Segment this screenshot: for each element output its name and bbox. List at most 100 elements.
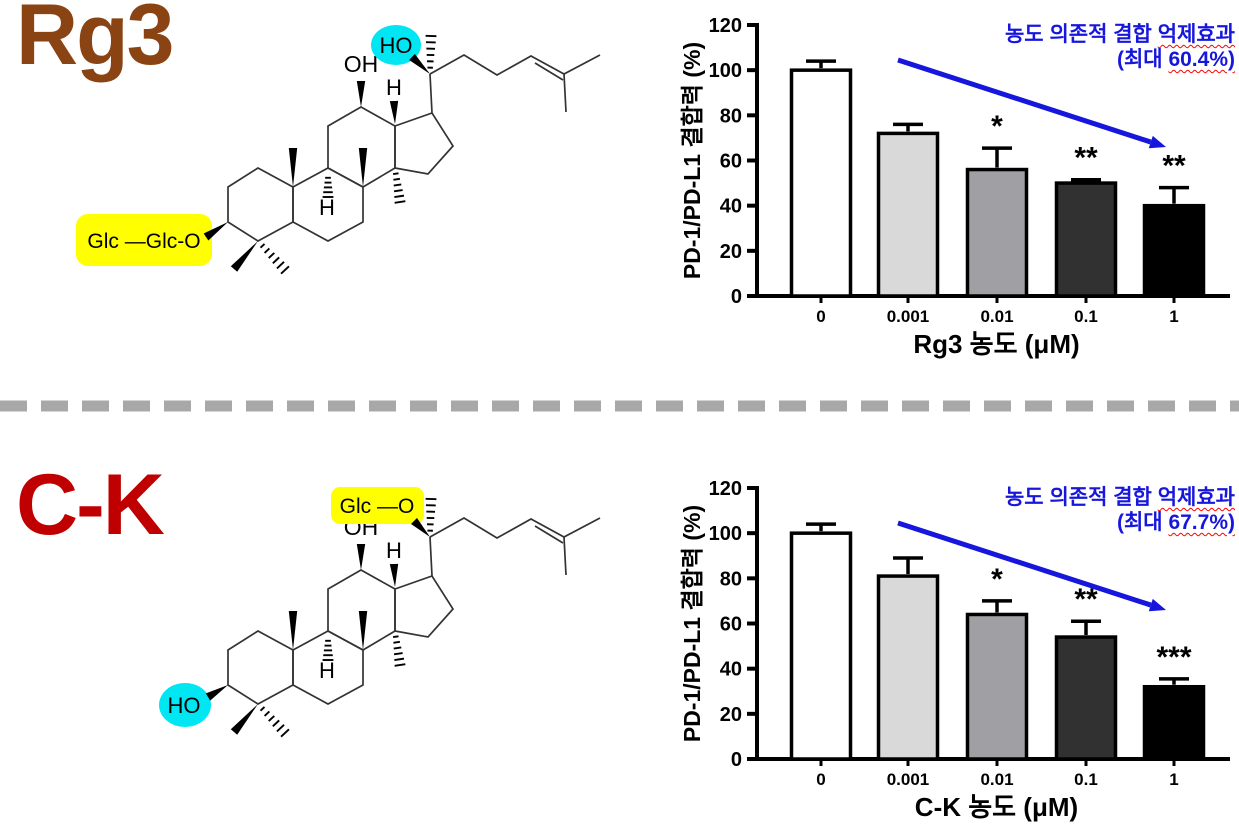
ring-bond [227, 630, 294, 705]
significance-stars: * [991, 563, 1003, 596]
x-tick-label: 1 [1169, 770, 1178, 789]
bond [429, 73, 433, 114]
wedge-bond [288, 611, 298, 650]
x-axis-title: Rg3 농도 (μM) [913, 329, 1079, 359]
hash-bond [263, 710, 271, 717]
trend-arrow [897, 520, 1152, 608]
ring-bond [394, 574, 455, 638]
h-label: H [319, 195, 335, 220]
ring-bond [429, 54, 601, 76]
x-tick-label: 0.001 [887, 307, 930, 326]
y-tick-label: 60 [720, 614, 742, 636]
hash-bond [394, 657, 405, 661]
hash-bond [394, 200, 406, 204]
h-label: H [386, 538, 402, 563]
x-tick-label: 0.1 [1074, 307, 1098, 326]
bond [429, 536, 433, 577]
h-label: H [319, 658, 335, 683]
hash-bond [392, 635, 399, 639]
yellow-highlight [76, 214, 212, 266]
y-tick-label: 80 [720, 568, 742, 590]
x-tick-label: 0.01 [980, 307, 1013, 326]
x-tick-label: 0.01 [980, 770, 1013, 789]
significance-stars: ** [1074, 583, 1098, 616]
trend-arrow-head [1148, 598, 1166, 612]
x-tick-label: 0 [816, 307, 825, 326]
x-axis-title: C-K 농도 (μM) [915, 792, 1078, 822]
hash-bond [272, 256, 280, 264]
hash-bond [393, 183, 402, 187]
y-tick-label: 100 [709, 523, 742, 545]
y-tick-label: 20 [720, 704, 742, 726]
hash-bond [280, 728, 290, 738]
wedge-bond [358, 148, 368, 187]
annotation-text-wavy: 60.4%) [1168, 48, 1235, 71]
hash-bond [393, 646, 402, 650]
y-axis-title: PD-1/PD-L1 결합력 (%) [679, 42, 705, 279]
bar [965, 167, 1029, 298]
y-tick-label: 40 [720, 659, 742, 681]
significance-stars: * [991, 110, 1003, 143]
y-tick-label: 120 [709, 478, 742, 500]
wedge-bond [409, 53, 430, 74]
hash-bond [268, 252, 275, 259]
annotation-text-wavy: 억제효과 [1157, 486, 1235, 509]
h-label: H [386, 75, 402, 100]
bond [534, 525, 564, 544]
wedge-bond [288, 148, 298, 187]
wedge-bond [205, 685, 228, 701]
bar [789, 68, 853, 298]
hydroxyl-label: OH [344, 51, 379, 77]
hash-bond [259, 706, 266, 712]
significance-stars: ** [1074, 142, 1098, 175]
y-tick-label: 0 [731, 286, 742, 308]
wedge-bond [356, 81, 366, 107]
ring-bond [227, 167, 294, 242]
hash-bond [280, 265, 290, 275]
ring-bond [429, 517, 601, 539]
y-tick-label: 60 [720, 151, 742, 173]
significance-stars: ** [1162, 150, 1186, 183]
y-tick-label: 100 [709, 60, 742, 82]
hash-bond [268, 715, 275, 722]
annotation-ck: 농도 의존적 결합 억제효과 (최대 67.7%) [1005, 485, 1235, 535]
bar-chart-ck: 0 20 40 60 80 100 120 0 0.001 0.01 * 0.1 ** 1 *** C-K 농… [679, 478, 1230, 822]
hash-bond [276, 724, 285, 733]
bar [1142, 684, 1206, 761]
bond [563, 536, 567, 576]
y-tick-label: 80 [720, 105, 742, 127]
annotation-text-wavy: 억제효과 [1157, 23, 1235, 46]
wedge-bond [411, 518, 430, 537]
c3-group-label: HO [168, 693, 201, 718]
y-axis-title: PD-1/PD-L1 결합력 (%) [679, 505, 705, 742]
c20-group-label: HO [380, 33, 413, 58]
y-tick-label: 120 [709, 15, 742, 37]
hash-bond [263, 247, 271, 254]
significance-stars: *** [1156, 641, 1191, 674]
c20-group-label: Glc —O [340, 495, 415, 518]
bar [1054, 635, 1118, 761]
ring-bond [394, 111, 455, 175]
hash-bond [393, 177, 401, 181]
hash-bond [394, 194, 405, 198]
compound-label-rg3: Rg3 [16, 0, 174, 83]
wedge-bond [203, 222, 228, 241]
annotation-text: (최대 [1116, 48, 1169, 71]
bar [1054, 181, 1118, 298]
annotation-text: 농도 의존적 결합 [1004, 23, 1158, 46]
y-tick-label: 40 [720, 196, 742, 218]
annotation-text-wavy: 67.7%) [1168, 511, 1235, 534]
hash-bond [393, 640, 401, 644]
wedge-bond [389, 100, 399, 124]
hash-bond [259, 243, 266, 249]
wedge-bond [230, 704, 258, 735]
x-tick-label: 0 [816, 770, 825, 789]
ring-bond [327, 569, 396, 651]
wedge-bond [356, 544, 366, 570]
bar [876, 574, 940, 761]
c3-group-label: Glc —Glc-O [87, 230, 200, 253]
y-tick-label: 20 [720, 241, 742, 263]
bond [563, 73, 567, 113]
